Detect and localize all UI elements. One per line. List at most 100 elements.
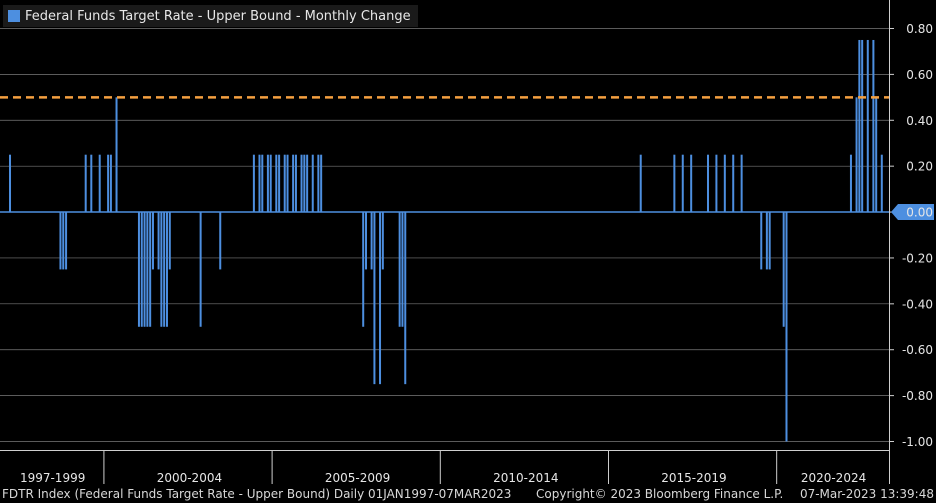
bar: [275, 154, 278, 213]
bar: [362, 212, 365, 327]
y-tick-label: 0.60: [906, 68, 933, 82]
bar: [165, 212, 168, 327]
bar: [673, 154, 676, 213]
y-tick-label: 0.00: [906, 206, 933, 220]
bar: [379, 212, 382, 385]
x-tick-label: 1997-1999: [20, 471, 85, 485]
bar: [404, 212, 407, 385]
bar: [160, 212, 163, 327]
y-tick-label: 0.80: [906, 22, 933, 36]
bar: [286, 154, 289, 213]
bar: [98, 154, 101, 213]
bar: [283, 154, 286, 213]
y-tick-label: 0.20: [906, 160, 933, 174]
legend-label: Federal Funds Target Rate - Upper Bound …: [25, 8, 411, 24]
bar: [723, 154, 726, 213]
chart-footer: FDTR Index (Federal Funds Target Rate - …: [0, 484, 936, 503]
bar: [782, 212, 785, 327]
bar: [855, 97, 858, 213]
bar: [303, 154, 306, 213]
bar: [639, 154, 642, 213]
bar: [320, 154, 323, 213]
bar: [398, 212, 401, 327]
bar: [365, 212, 368, 270]
bar: [681, 154, 684, 213]
bar-series: [9, 39, 883, 442]
bar: [732, 154, 735, 213]
bar: [785, 212, 788, 442]
bar: [115, 97, 118, 213]
bar: [373, 212, 376, 385]
y-axis-labels: 0.80 0.60 0.40 0.20 0.00 -0.20 -0.40 -0.60 -0.80…: [891, 22, 934, 449]
x-tick-label: 2020-2024: [801, 471, 866, 485]
legend-swatch: [8, 10, 20, 22]
bar: [740, 154, 743, 213]
bar: [269, 154, 272, 213]
bar: [861, 39, 864, 213]
y-tick-label: -1.00: [902, 435, 933, 449]
gridlines: [0, 28, 889, 442]
bar: [849, 154, 852, 213]
bar: [261, 154, 264, 213]
bar: [306, 154, 309, 213]
y-tick-label: -0.20: [902, 251, 933, 265]
footer-copyright: Copyright© 2023 Bloomberg Finance L.P.: [536, 487, 784, 501]
bar: [168, 212, 171, 270]
footer-timestamp: 07-Mar-2023 13:39:48: [799, 487, 934, 501]
bar: [143, 212, 146, 327]
x-tick-label: 2010-2014: [493, 471, 558, 485]
bar: [858, 39, 861, 213]
x-axis-labels: 1997-1999 2000-2004 2005-2009 2010-2014 2015…: [20, 471, 866, 485]
bar: [219, 212, 222, 270]
bar: [149, 212, 152, 327]
bar: [9, 154, 12, 213]
bar: [62, 212, 65, 270]
bar: [880, 154, 883, 213]
bar: [199, 212, 202, 327]
bar: [765, 212, 768, 270]
bar: [90, 154, 93, 213]
bar: [146, 212, 149, 327]
bar: [109, 154, 112, 213]
bar: [690, 154, 693, 213]
bar: [760, 212, 763, 270]
bar: [151, 212, 154, 270]
chart-legend: Federal Funds Target Rate - Upper Bound …: [3, 5, 418, 27]
bar: [65, 212, 68, 270]
y-tick-label: -0.60: [902, 343, 933, 357]
x-tick-label: 2005-2009: [325, 471, 390, 485]
y-tick-label: -0.40: [902, 297, 933, 311]
x-tick-label: 2000-2004: [157, 471, 222, 485]
bar: [706, 154, 709, 213]
x-tick-label: 2015-2019: [661, 471, 726, 485]
bar: [140, 212, 143, 327]
bar: [370, 212, 373, 270]
bar: [866, 39, 869, 213]
bar: [311, 154, 314, 213]
bar: [137, 212, 140, 327]
bar: [266, 154, 269, 213]
bar: [872, 39, 875, 213]
bar: [294, 154, 297, 213]
bar: [317, 154, 320, 213]
bar: [107, 154, 110, 213]
bar: [258, 154, 261, 213]
footer-source: FDTR Index (Federal Funds Target Rate - …: [2, 487, 512, 501]
bar: [59, 212, 62, 270]
bar: [401, 212, 404, 327]
bar: [715, 154, 718, 213]
bar: [381, 212, 384, 270]
bar: [252, 154, 255, 213]
bar: [157, 212, 160, 270]
bar: [278, 154, 281, 213]
bar: [875, 97, 878, 213]
y-tick-label: -0.80: [902, 389, 933, 403]
bar: [768, 212, 771, 270]
bar: [163, 212, 166, 327]
bar: [292, 154, 295, 213]
bar: [84, 154, 87, 213]
axes: [0, 0, 894, 484]
bar: [300, 154, 303, 213]
zero-value-badge: [891, 204, 934, 221]
